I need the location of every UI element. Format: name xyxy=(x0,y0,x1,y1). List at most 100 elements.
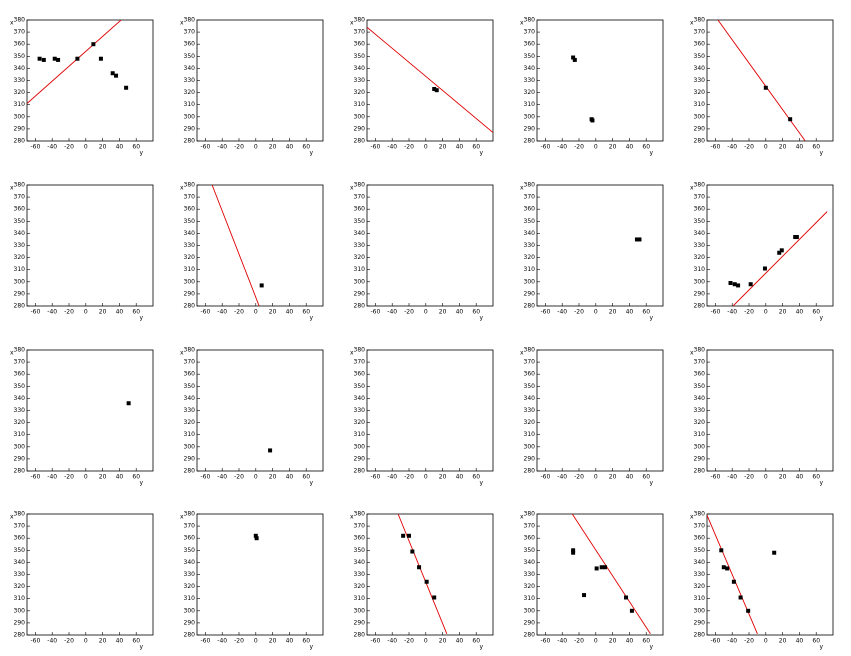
y-tick-label: 280 xyxy=(694,303,706,310)
x-tick-label: -40 xyxy=(557,309,567,316)
x-tick-label: -60 xyxy=(200,638,210,645)
y-tick-label: 310 xyxy=(14,266,26,273)
panel: -60 -40 -20 0 20 40 60 280 290 300 310 320 330 340 350… xyxy=(350,17,494,157)
y-tick-label: 290 xyxy=(184,619,196,626)
y-tick-label: 360 xyxy=(184,535,196,542)
x-tick-label: 0 xyxy=(84,309,88,316)
y-tick-label: 300 xyxy=(694,443,706,450)
y-tick-label: 300 xyxy=(14,113,26,120)
y-tick-label: 290 xyxy=(354,455,366,462)
y-tick-label: 350 xyxy=(14,53,26,60)
x-axis-label: y xyxy=(479,315,483,322)
fit-line xyxy=(571,514,651,635)
x-tick-label: 20 xyxy=(779,144,787,151)
x-tick-label: -40 xyxy=(387,474,397,481)
y-axis-label: x xyxy=(350,350,354,357)
y-tick-label: 320 xyxy=(524,419,536,426)
x-tick-label: 60 xyxy=(302,309,310,316)
x-tick-label: 40 xyxy=(456,638,464,645)
x-tick-label: 60 xyxy=(812,144,820,151)
x-tick-label: 40 xyxy=(796,144,804,151)
x-axis-label: y xyxy=(139,480,143,487)
x-tick-label: -20 xyxy=(574,638,584,645)
x-tick-label: 0 xyxy=(254,474,258,481)
y-tick-label: 350 xyxy=(184,383,196,390)
x-axis-label: y xyxy=(309,315,313,322)
x-tick-label: 0 xyxy=(254,144,258,151)
y-tick-label: 330 xyxy=(354,77,366,84)
y-tick-label: 300 xyxy=(354,607,366,614)
x-tick-label: -60 xyxy=(540,638,550,645)
y-tick-label: 350 xyxy=(694,53,706,60)
point xyxy=(52,56,57,61)
y-tick-label: 380 xyxy=(184,182,196,189)
point xyxy=(571,55,576,60)
y-tick-label: 310 xyxy=(694,595,706,602)
y-tick-label: 300 xyxy=(524,278,536,285)
y-tick-label: 320 xyxy=(354,419,366,426)
y-tick-label: 360 xyxy=(14,206,26,213)
y-tick-label: 380 xyxy=(694,182,706,189)
x-tick-label: -40 xyxy=(727,144,737,151)
y-tick-label: 290 xyxy=(354,290,366,297)
y-tick-label: 280 xyxy=(354,632,366,639)
x-tick-label: 20 xyxy=(439,638,447,645)
x-axis-label: y xyxy=(819,644,823,651)
y-tick-label: 360 xyxy=(694,535,706,542)
x-tick-label: 60 xyxy=(812,638,820,645)
y-tick-label: 350 xyxy=(14,547,26,554)
y-tick-label: 370 xyxy=(354,523,366,530)
y-tick-label: 360 xyxy=(354,41,366,48)
fit-line xyxy=(707,515,758,634)
x-tick-label: -20 xyxy=(574,144,584,151)
y-tick-label: 340 xyxy=(14,395,26,402)
panel: -60 -40 -20 0 20 40 60 280 290 300 310 320 330 340 350… xyxy=(520,182,664,322)
point xyxy=(126,401,131,406)
y-tick-label: 380 xyxy=(524,17,536,24)
point xyxy=(410,549,415,554)
x-tick-label: 40 xyxy=(626,638,634,645)
y-tick-label: 370 xyxy=(14,523,26,530)
y-tick-label: 300 xyxy=(694,278,706,285)
y-tick-label: 330 xyxy=(184,407,196,414)
x-tick-label: 40 xyxy=(626,144,634,151)
x-tick-label: 60 xyxy=(302,144,310,151)
x-tick-label: 60 xyxy=(642,474,650,481)
x-tick-label: 60 xyxy=(132,144,140,151)
x-tick-label: 60 xyxy=(132,638,140,645)
y-tick-label: 310 xyxy=(354,266,366,273)
y-tick-label: 320 xyxy=(184,419,196,426)
point xyxy=(114,73,119,78)
point xyxy=(728,281,733,286)
y-tick-label: 280 xyxy=(694,468,706,475)
y-tick-label: 310 xyxy=(14,101,26,108)
y-tick-label: 360 xyxy=(524,371,536,378)
fit-line xyxy=(397,514,448,634)
x-tick-label: 0 xyxy=(764,474,768,481)
point xyxy=(407,533,411,538)
point xyxy=(91,42,96,47)
y-tick-label: 330 xyxy=(14,571,26,578)
y-tick-label: 340 xyxy=(354,230,366,237)
fit-line xyxy=(732,211,828,306)
y-tick-label: 280 xyxy=(184,303,196,310)
x-tick-label: 20 xyxy=(609,474,617,481)
y-tick-label: 290 xyxy=(14,619,26,626)
y-tick-label: 350 xyxy=(524,218,536,225)
x-tick-label: 60 xyxy=(302,474,310,481)
y-tick-label: 370 xyxy=(14,194,26,201)
panel: -60 -40 -20 0 20 40 60 280 290 300 310 320 330 340 350… xyxy=(180,182,324,322)
y-tick-label: 360 xyxy=(354,535,366,542)
x-tick-label: 20 xyxy=(269,638,277,645)
y-axis-label: x xyxy=(180,350,184,357)
y-axis-label: x xyxy=(520,350,524,357)
x-axis-label: y xyxy=(479,644,483,651)
y-tick-label: 320 xyxy=(14,583,26,590)
y-axis-label: x xyxy=(180,20,184,27)
y-tick-label: 290 xyxy=(184,125,196,132)
panel: -60 -40 -20 0 20 40 60 280 290 300 310 320 330 340 350… xyxy=(350,511,494,651)
panel: -60 -40 -20 0 20 40 60 280 290 300 310 320 330 340 350… xyxy=(10,17,154,157)
y-tick-label: 360 xyxy=(14,535,26,542)
x-axis-label: y xyxy=(309,480,313,487)
y-tick-label: 320 xyxy=(694,89,706,96)
